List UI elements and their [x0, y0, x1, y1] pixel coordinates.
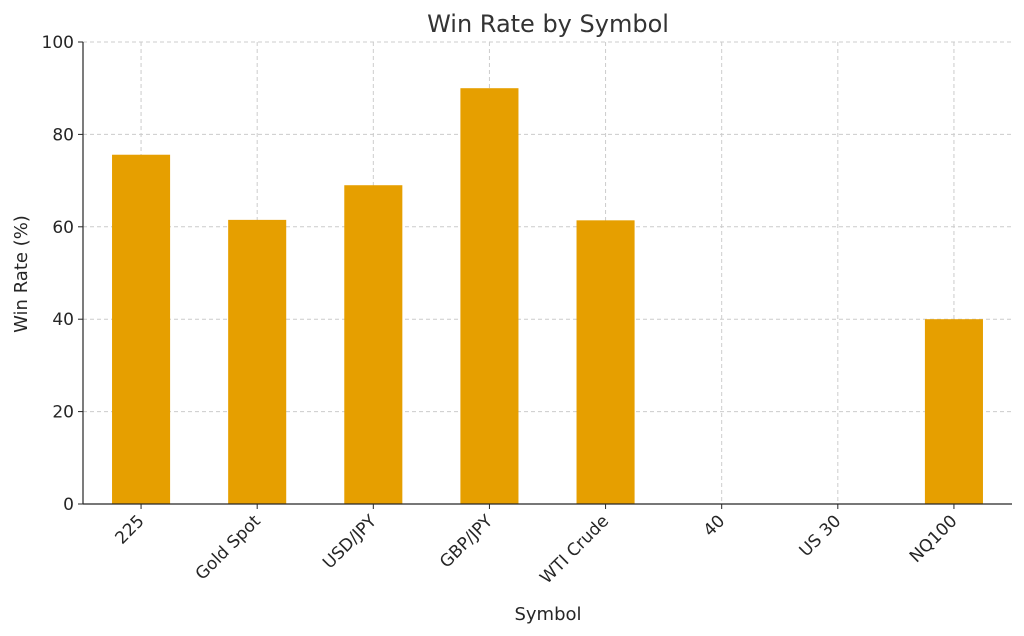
x-tick-label: US 30	[796, 511, 846, 561]
bar-2	[344, 185, 403, 504]
bar-7	[924, 319, 983, 504]
y-tick-label: 40	[52, 310, 74, 330]
chart-title: Win Rate by Symbol	[427, 10, 669, 38]
x-tick-label: 40	[700, 511, 729, 540]
x-tick-label: USD/JPY	[319, 511, 381, 573]
bar-4	[576, 220, 635, 504]
x-tick-label: WTI Crude	[536, 511, 613, 588]
x-axis-title: Symbol	[514, 604, 581, 625]
bar-1	[228, 219, 287, 504]
y-axis-ticks: 0 20 40 60 80 100	[42, 33, 83, 515]
bar-0	[112, 154, 171, 504]
x-tick-label: NQ100	[906, 511, 962, 567]
x-tick-label: GBP/JPY	[436, 511, 497, 572]
grid	[83, 41, 1012, 504]
x-tick-label: Gold Spot	[192, 511, 265, 584]
y-tick-label: 0	[63, 495, 74, 515]
y-tick-label: 20	[52, 403, 74, 423]
y-tick-label: 60	[52, 218, 74, 238]
axes	[82, 42, 1012, 505]
bars	[112, 88, 983, 504]
y-axis-title: Win Rate (%)	[11, 215, 32, 333]
x-axis-ticks: 225 Gold Spot USD/JPY GBP/JPY WTI Crude 40 US …	[112, 504, 962, 588]
y-tick-label: 80	[52, 125, 74, 145]
x-tick-label: 225	[112, 511, 149, 548]
y-tick-label: 100	[42, 33, 74, 53]
bar-3	[460, 88, 519, 504]
